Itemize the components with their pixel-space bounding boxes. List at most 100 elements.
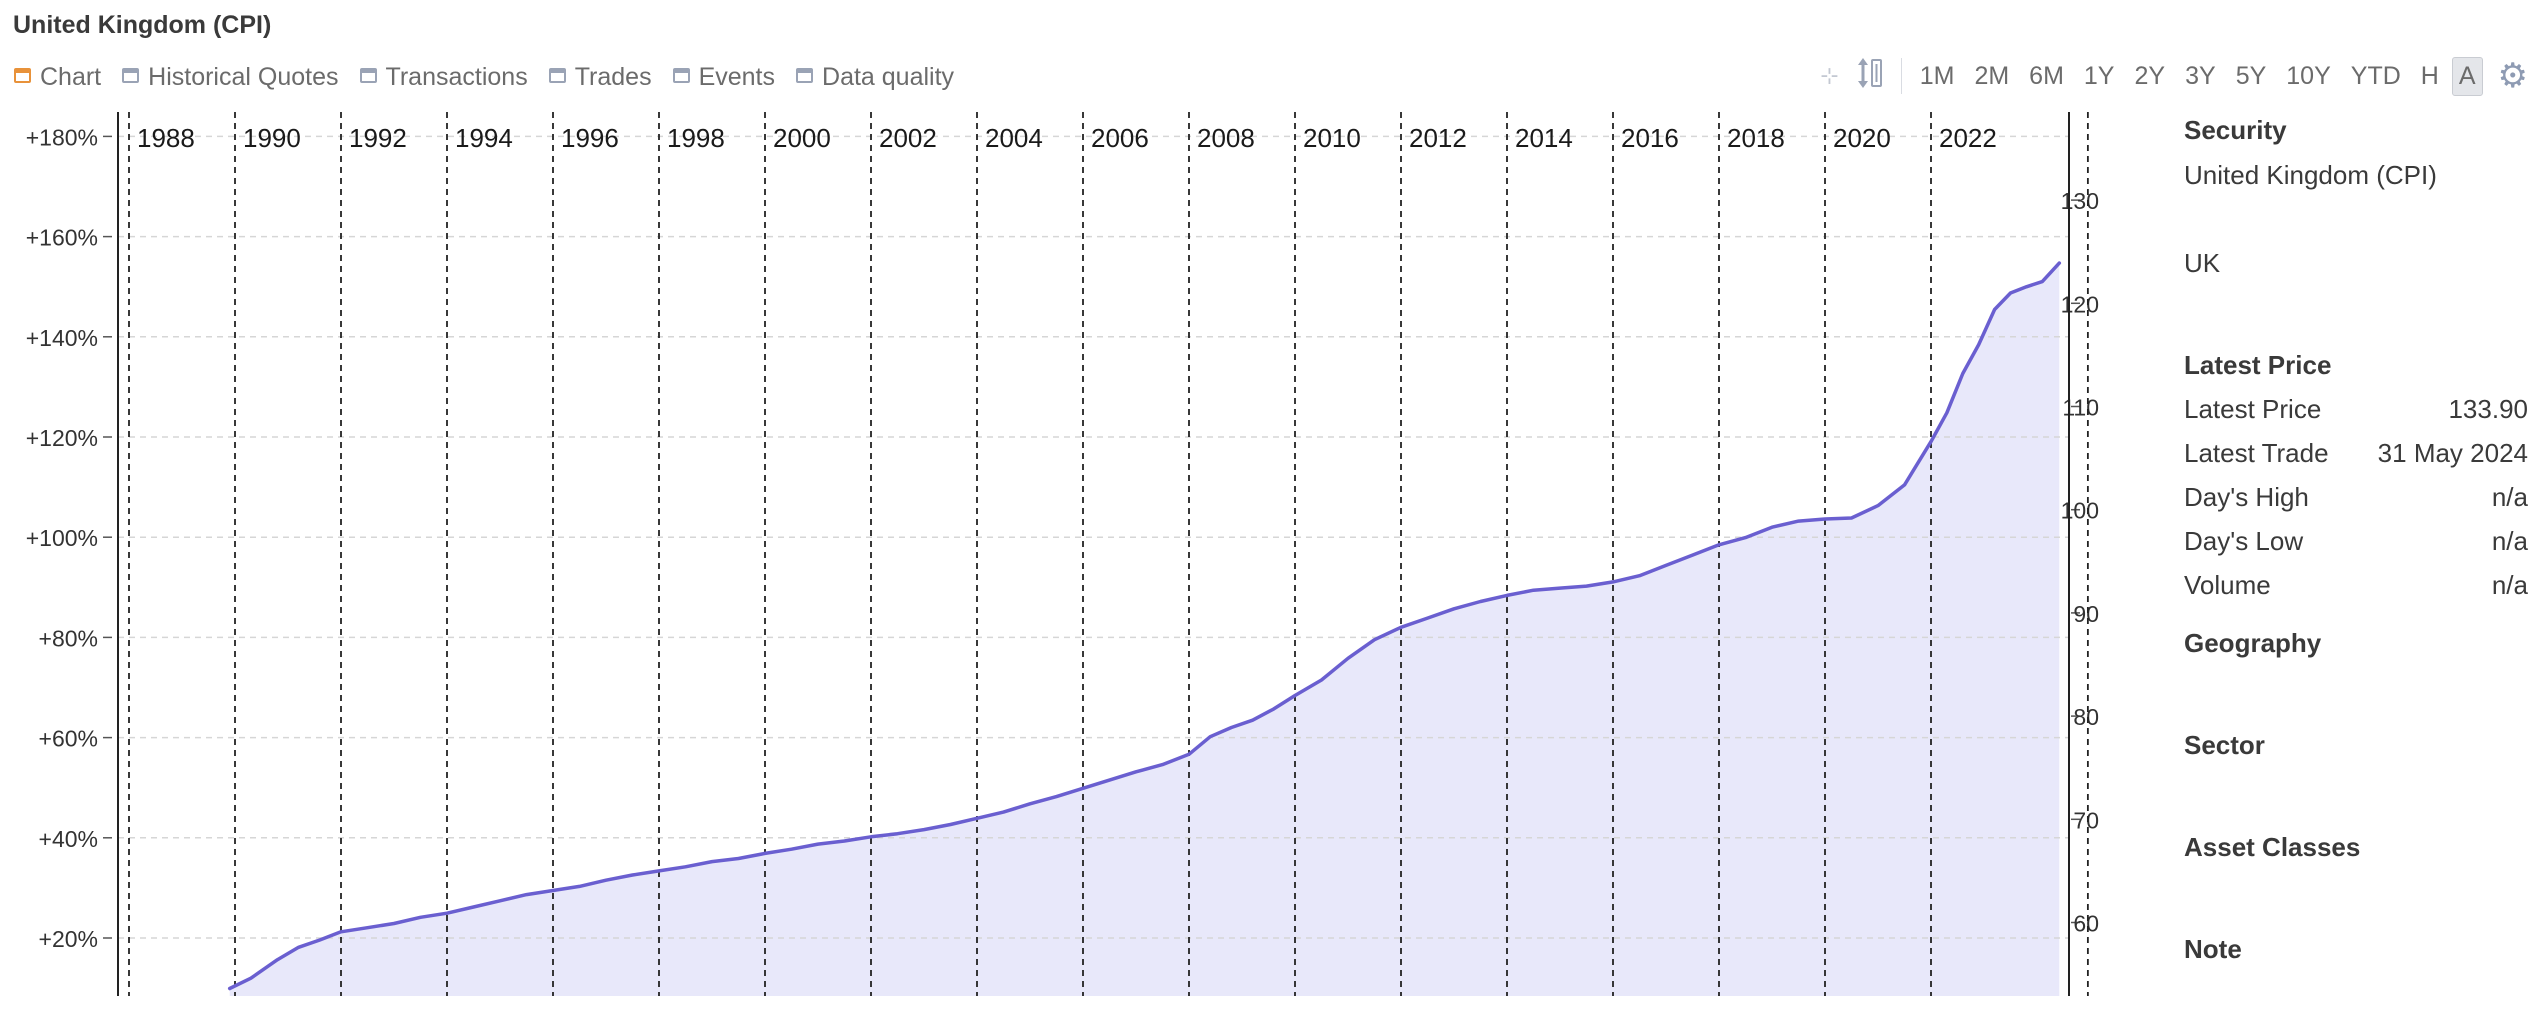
range-5y[interactable]: 5Y [2235, 61, 2267, 90]
data-point [297, 946, 300, 949]
info-value: n/a [2491, 482, 2528, 512]
info-row-volume: Volume n/a [2184, 570, 2528, 601]
range-10y[interactable]: 10Y [2286, 61, 2331, 90]
range-3y[interactable]: 3Y [2185, 61, 2216, 90]
series-area [229, 263, 2060, 997]
info-label: Day's High [2184, 482, 2309, 512]
data-point [2041, 280, 2044, 283]
table-tab-icon [672, 67, 690, 83]
security-heading: Security [2184, 115, 2287, 145]
data-point [922, 828, 926, 831]
info-row-latest-price: Latest Price 133.90 [2184, 394, 2528, 425]
year-label: 2000 [773, 123, 831, 153]
data-point [1373, 638, 1376, 641]
year-label: 2012 [1409, 123, 1467, 153]
geography-heading: Geography [2184, 628, 2322, 658]
table-tab-icon [122, 67, 140, 83]
tab-label: Transactions [385, 62, 528, 91]
data-point [1426, 616, 1429, 620]
range-h[interactable]: H [2420, 61, 2439, 90]
price-chart[interactable]: +20% +40% +60% +80% +100% +120% +140% +160% +180… [0, 104, 2100, 1004]
data-point [1558, 586, 1562, 590]
data-point [1993, 308, 1996, 311]
data-point [843, 839, 846, 843]
scaling-icon[interactable] [1855, 56, 1885, 97]
info-row-days-high: Day's High n/a [2184, 482, 2528, 513]
asset-classes-heading: Asset Classes [2184, 832, 2361, 862]
tab-chart[interactable]: Chart [14, 63, 101, 92]
data-point [949, 823, 952, 826]
data-point [1717, 543, 1721, 546]
left-axis-tick: +180% [26, 124, 98, 150]
data-point [1903, 483, 1906, 487]
data-point [1744, 536, 1747, 539]
info-row-days-low: Day's Low n/a [2184, 526, 2528, 557]
data-point [1929, 440, 1933, 443]
crosshair-icon[interactable]: ⊹ [1820, 63, 1839, 88]
data-point [1108, 778, 1111, 782]
year-label: 2022 [1939, 123, 1997, 153]
data-point [631, 873, 634, 877]
tab-events[interactable]: Events [672, 62, 776, 92]
data-point [1346, 657, 1350, 660]
data-point [339, 930, 343, 933]
info-value: n/a [2491, 526, 2528, 556]
range-2m[interactable]: 2M [1974, 61, 2010, 90]
tab-label: Trades [574, 62, 652, 91]
right-axis-tick: 130 [2061, 188, 2099, 214]
range-6m[interactable]: 6M [2029, 61, 2064, 90]
range-all[interactable]: A [2451, 56, 2483, 96]
data-point [249, 977, 253, 980]
data-point [604, 879, 608, 882]
right-axis-tick: 70 [2073, 807, 2099, 833]
right-axis-tick: 120 [2061, 291, 2099, 317]
latest-price-heading: Latest Price [2184, 350, 2332, 380]
year-label: 2020 [1833, 123, 1891, 153]
data-point [1823, 517, 1827, 521]
chart-toolbar: ⊹ 1M 2M 6M 1Y 2Y 3Y 5Y 10Y YTD H A ⚙ [1812, 56, 2528, 96]
range-1y[interactable]: 1Y [2083, 61, 2115, 90]
data-point [318, 938, 321, 942]
data-point [1452, 607, 1456, 610]
toolbar-divider [1900, 58, 1902, 94]
year-label: 2016 [1621, 123, 1679, 153]
data-point [1532, 589, 1535, 592]
data-point [1945, 411, 1949, 414]
data-point [1272, 707, 1276, 711]
data-point [2058, 261, 2061, 265]
year-label: 2006 [1091, 123, 1149, 153]
tab-transactions[interactable]: Transactions [359, 62, 528, 92]
year-label: 1992 [349, 123, 407, 153]
data-point [869, 835, 873, 838]
range-2y[interactable]: 2Y [2134, 61, 2166, 90]
tab-data-quality[interactable]: Data quality [796, 63, 954, 92]
left-axis-tick: +140% [26, 325, 98, 351]
info-value: 133.90 [2448, 394, 2528, 424]
tab-trades[interactable]: Trades [548, 62, 652, 92]
data-point [1028, 802, 1032, 805]
data-point [1977, 343, 1980, 346]
data-point [790, 848, 793, 851]
data-point [1611, 580, 1615, 584]
gear-icon[interactable]: ⚙ [2497, 57, 2528, 95]
info-value: 31 May 2024 [2377, 438, 2528, 468]
year-label: 2018 [1727, 123, 1785, 153]
data-point [1161, 763, 1164, 766]
data-point [551, 889, 555, 892]
right-axis-tick: 110 [2062, 395, 2099, 421]
data-point [1399, 626, 1403, 629]
data-point [816, 842, 820, 846]
year-label: 1998 [667, 123, 725, 153]
sector-heading: Sector [2184, 730, 2265, 760]
tab-label: Events [698, 62, 776, 91]
data-point [1850, 516, 1853, 520]
left-axis-tick: +100% [26, 525, 98, 551]
left-axis-tick: +120% [26, 425, 98, 451]
tab-historical-quotes[interactable]: Historical Quotes [122, 63, 339, 92]
info-label: Volume [2184, 570, 2271, 600]
data-point [472, 905, 475, 909]
range-1m[interactable]: 1M [1919, 61, 1955, 90]
right-axis-tick: 100 [2061, 498, 2099, 524]
range-ytd[interactable]: YTD [2350, 61, 2401, 90]
data-point [1876, 504, 1880, 507]
